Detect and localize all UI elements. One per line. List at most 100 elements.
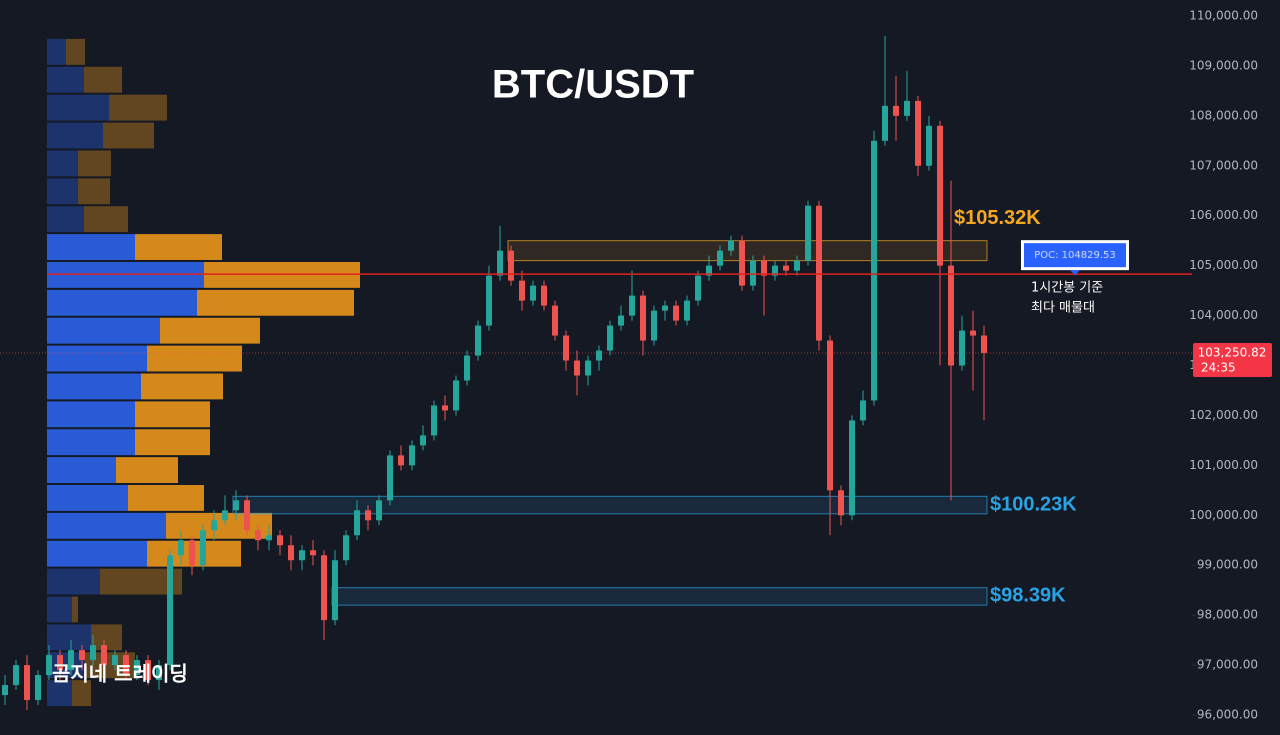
candle-body bbox=[277, 535, 283, 546]
profile-buy bbox=[47, 66, 84, 93]
candle-body bbox=[772, 265, 778, 276]
poc-note: 최다 매물대 bbox=[1031, 301, 1095, 316]
candle-body bbox=[640, 295, 646, 341]
candle-body bbox=[310, 550, 316, 556]
candle-body bbox=[233, 500, 239, 511]
candle-body bbox=[849, 420, 855, 516]
y-tick-label: 107,000.00 bbox=[1189, 158, 1258, 172]
profile-buy bbox=[47, 652, 85, 679]
candle-body bbox=[585, 360, 591, 376]
candle-body bbox=[189, 540, 195, 566]
candle-body bbox=[431, 405, 437, 436]
profile-sell bbox=[84, 66, 122, 93]
poc-pointer bbox=[1070, 270, 1080, 276]
profile-sell bbox=[72, 680, 91, 707]
candle-body bbox=[618, 315, 624, 326]
profile-buy bbox=[47, 178, 78, 205]
candle-body bbox=[519, 280, 525, 301]
candle-body bbox=[486, 275, 492, 326]
candle-body bbox=[684, 300, 690, 321]
candle-body bbox=[200, 530, 206, 566]
y-tick-label: 104,000.00 bbox=[1189, 308, 1258, 322]
profile-sell bbox=[78, 150, 111, 177]
profile-sell bbox=[197, 289, 354, 316]
candle-body bbox=[981, 335, 987, 353]
candle-body bbox=[46, 655, 52, 676]
profile-buy bbox=[47, 512, 166, 539]
profile-buy bbox=[47, 122, 103, 149]
candle-body bbox=[376, 500, 382, 521]
candle-body bbox=[321, 555, 327, 621]
candle-body bbox=[596, 350, 602, 361]
candle-body bbox=[497, 250, 503, 276]
candle-body bbox=[24, 665, 30, 701]
countdown-label: 24:35 bbox=[1201, 360, 1236, 374]
candle-body bbox=[541, 285, 547, 306]
profile-sell bbox=[147, 345, 242, 372]
zone-label: $100.23K bbox=[990, 493, 1077, 515]
profile-buy bbox=[47, 94, 109, 121]
poc-note: 1시간봉 기준 bbox=[1031, 281, 1103, 296]
candle-body bbox=[222, 510, 228, 521]
candle-body bbox=[90, 645, 96, 661]
candle-body bbox=[266, 535, 272, 541]
y-tick-label: 102,000.00 bbox=[1189, 408, 1258, 422]
candle-body bbox=[332, 560, 338, 621]
poc-label: POC: 104829.53 bbox=[1034, 250, 1116, 261]
candle-body bbox=[409, 445, 415, 466]
candle-body bbox=[123, 655, 129, 676]
candle-body bbox=[178, 540, 184, 556]
candle-body bbox=[629, 295, 635, 316]
candle-body bbox=[167, 555, 173, 666]
candle-body bbox=[288, 545, 294, 561]
zone bbox=[331, 587, 988, 606]
y-tick-label: 98,000.00 bbox=[1197, 608, 1258, 622]
candle-body bbox=[112, 655, 118, 666]
chart-title: BTC/USDT bbox=[492, 63, 694, 107]
y-tick-label: 97,000.00 bbox=[1197, 658, 1258, 672]
candle-body bbox=[717, 250, 723, 266]
y-tick-label: 108,000.00 bbox=[1189, 108, 1258, 122]
profile-sell bbox=[103, 122, 154, 149]
candle-body bbox=[750, 260, 756, 286]
candle-body bbox=[563, 335, 569, 361]
profile-buy bbox=[47, 485, 128, 511]
y-tick-label: 109,000.00 bbox=[1189, 58, 1258, 72]
candle-body bbox=[299, 550, 305, 561]
profile-sell bbox=[135, 401, 210, 428]
profile-buy bbox=[47, 568, 100, 595]
candle-body bbox=[211, 520, 217, 531]
y-tick-label: 96,000.00 bbox=[1197, 708, 1258, 722]
y-tick-label: 99,000.00 bbox=[1197, 558, 1258, 572]
candle-body bbox=[244, 500, 250, 531]
profile-buy bbox=[47, 261, 204, 288]
candle-body bbox=[948, 265, 954, 366]
profile-buy bbox=[47, 289, 197, 316]
profile-buy bbox=[47, 596, 72, 623]
y-tick-label: 105,000.00 bbox=[1189, 258, 1258, 272]
y-tick-label: 101,000.00 bbox=[1189, 458, 1258, 472]
candle-body bbox=[651, 310, 657, 341]
profile-sell bbox=[141, 373, 223, 400]
poc-box bbox=[1024, 243, 1126, 268]
last-price-box bbox=[1193, 342, 1272, 377]
profile-sell bbox=[84, 206, 128, 233]
profile-buy bbox=[47, 206, 84, 233]
y-tick-label: 100,000.00 bbox=[1189, 508, 1258, 522]
candle-body bbox=[816, 205, 822, 341]
candle-body bbox=[673, 305, 679, 321]
candle-body bbox=[882, 105, 888, 141]
candle-body bbox=[2, 685, 8, 696]
candle-body bbox=[156, 665, 162, 681]
profile-buy bbox=[47, 150, 78, 177]
candle-body bbox=[915, 100, 921, 166]
profile-sell bbox=[135, 429, 210, 456]
candle-body bbox=[134, 660, 140, 676]
candle-body bbox=[398, 455, 404, 466]
profile-buy bbox=[47, 401, 135, 428]
candle-body bbox=[794, 260, 800, 271]
candle-body bbox=[893, 105, 899, 116]
candle-body bbox=[662, 305, 668, 311]
candle-body bbox=[959, 330, 965, 366]
candle-body bbox=[805, 205, 811, 261]
